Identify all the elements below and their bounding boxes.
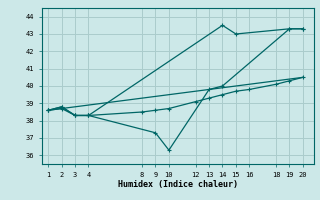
X-axis label: Humidex (Indice chaleur): Humidex (Indice chaleur): [118, 180, 237, 189]
